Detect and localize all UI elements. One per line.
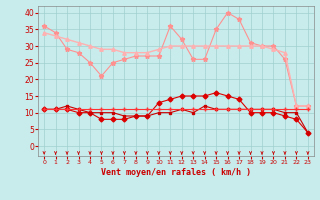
- X-axis label: Vent moyen/en rafales ( km/h ): Vent moyen/en rafales ( km/h ): [101, 168, 251, 177]
